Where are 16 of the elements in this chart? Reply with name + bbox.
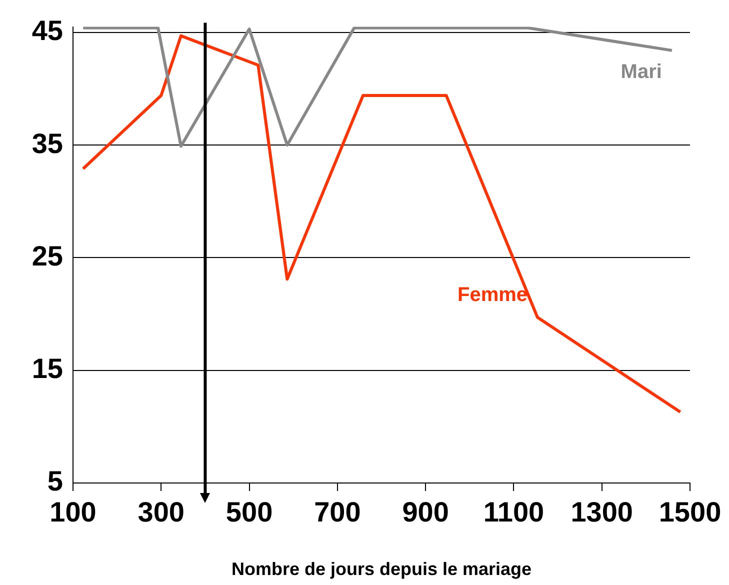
- x-tick-label: 500: [226, 496, 273, 528]
- x-tick-label: 1300: [570, 496, 634, 528]
- x-tick-label: 1500: [658, 496, 722, 528]
- series-label: Mari: [620, 60, 662, 83]
- x-axis-title: Nombre de jours depuis le mariage: [231, 559, 532, 580]
- y-tick-label: 35: [32, 128, 63, 159]
- y-tick-label: 15: [32, 353, 63, 384]
- x-tick-label: 900: [402, 496, 449, 528]
- y-tick-label: 5: [47, 466, 63, 497]
- x-tick-label: 300: [138, 496, 184, 528]
- x-tick-label: 100: [50, 496, 96, 528]
- x-tick-label: 700: [314, 496, 361, 528]
- x-tick-label: 1100: [483, 496, 544, 528]
- y-tick-label: 25: [32, 240, 63, 272]
- series-label: Femme: [457, 284, 528, 306]
- y-tick-label: 45: [32, 15, 63, 46]
